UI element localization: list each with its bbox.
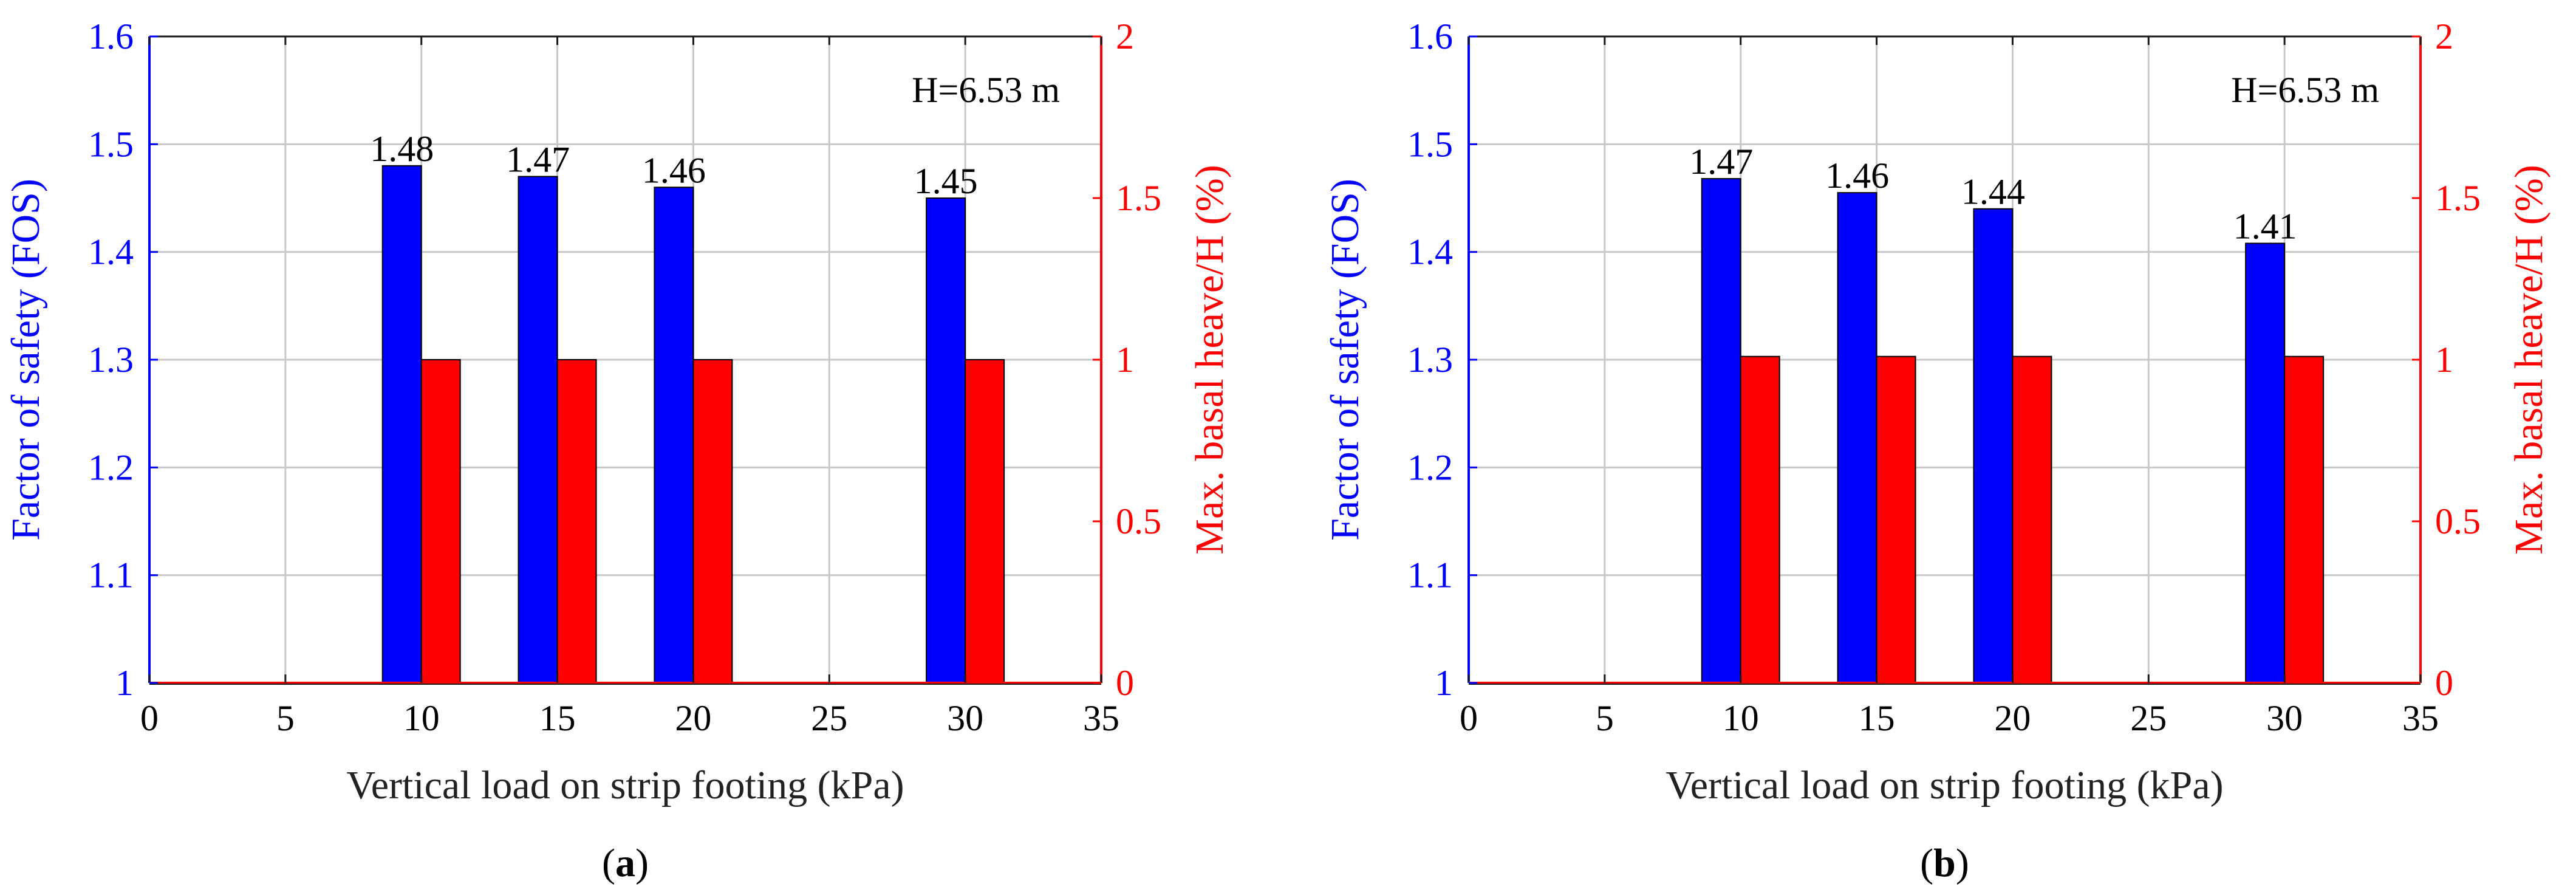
panel-label: (a)	[602, 841, 649, 885]
x-tick-label: 10	[403, 698, 440, 738]
y-left-tick-label: 1.6	[1407, 16, 1453, 57]
panel-label-close-paren: )	[635, 841, 649, 885]
fos-bar	[1837, 192, 1877, 684]
y-left-tick-label: 1.1	[88, 555, 134, 595]
y-left-tick-label: 1.6	[88, 16, 134, 57]
y-right-tick-label: 0.5	[2435, 501, 2481, 541]
y-left-tick-label: 1.2	[1407, 447, 1453, 487]
y-left-tick-label: 1.3	[88, 340, 134, 380]
y-right-tick-label: 0.5	[1116, 501, 1161, 541]
y-right-tick-label: 0	[2435, 663, 2453, 703]
y-right-tick-label: 1.5	[1116, 178, 1161, 218]
x-axis-label: Vertical load on strip footing (kPa)	[1666, 763, 2223, 808]
y-left-axis-label: Factor of safety (FOS)	[4, 179, 48, 541]
y-left-tick-label: 1.3	[1407, 340, 1453, 380]
y-right-axis-label: Max. basal heave/H (%)	[1187, 165, 1232, 554]
fos-data-label: 1.41	[2233, 206, 2297, 246]
height-annotation: H=6.53 m	[912, 70, 1060, 110]
x-tick-label: 10	[1723, 698, 1759, 738]
x-tick-label: 0	[140, 698, 159, 738]
x-tick-label: 0	[1460, 698, 1478, 738]
heave-bar	[1876, 355, 1916, 684]
y-left-tick-label: 1	[115, 663, 134, 703]
heave-bar	[1740, 355, 1780, 684]
y-left-tick-label: 1.5	[1407, 124, 1453, 164]
y-left-tick-label: 1.5	[88, 124, 134, 164]
fos-bar	[926, 197, 966, 684]
panel-label-open-paren: (	[602, 841, 615, 885]
x-tick-label: 30	[947, 698, 983, 738]
y-right-tick-label: 2	[1116, 16, 1134, 57]
fos-bar	[1701, 178, 1741, 684]
height-annotation: H=6.53 m	[2231, 70, 2379, 110]
y-right-axis-label: Max. basal heave/H (%)	[2507, 165, 2551, 554]
heave-bar	[965, 359, 1005, 684]
panel-label-letter: a	[615, 841, 635, 885]
y-left-axis-label: Factor of safety (FOS)	[1323, 179, 1367, 541]
y-left-tick-label: 1.4	[1407, 232, 1453, 272]
fos-bar	[381, 165, 422, 684]
y-left-tick-label: 1.1	[1407, 555, 1453, 595]
fos-data-label: 1.46	[642, 150, 706, 190]
heave-bar	[2012, 355, 2052, 684]
panel-label: (b)	[1920, 841, 1969, 885]
x-tick-label: 25	[2130, 698, 2167, 738]
fos-data-label: 1.44	[1961, 172, 2025, 212]
chart-panel-b: 1.47 1.46 1.441.410 5 10 15 20 25 30 3511.11.21.3…	[1323, 16, 2551, 885]
x-tick-label: 35	[1083, 698, 1119, 738]
heave-bar	[420, 359, 461, 684]
heave-bar	[2284, 355, 2325, 684]
fos-data-label: 1.48	[370, 129, 434, 169]
fos-bar	[518, 176, 558, 684]
fos-data-label: 1.46	[1825, 156, 1889, 196]
y-left-tick-label: 1	[1435, 663, 1453, 703]
panel-label-letter: b	[1933, 841, 1956, 885]
x-tick-label: 5	[276, 698, 295, 738]
heave-bar	[692, 359, 733, 684]
y-right-tick-label: 1	[1116, 340, 1134, 380]
y-left-tick-label: 1.4	[88, 232, 134, 272]
panel-label-close-paren: )	[1956, 841, 1969, 885]
x-tick-label: 30	[2266, 698, 2303, 738]
y-right-tick-label: 2	[2435, 16, 2453, 57]
panel-label-open-paren: (	[1920, 841, 1933, 885]
x-tick-label: 15	[1859, 698, 1895, 738]
heave-bar	[556, 359, 597, 684]
x-axis-label: Vertical load on strip footing (kPa)	[346, 763, 904, 808]
y-right-tick-label: 0	[1116, 663, 1134, 703]
chart-panel-a: 1.48 1.47 1.46 1.450 5 10 15 20 25 30 3511.11.21.3…	[4, 16, 1232, 885]
fos-data-label: 1.47	[1689, 142, 1753, 182]
x-tick-label: 15	[539, 698, 576, 738]
x-tick-label: 5	[1596, 698, 1614, 738]
x-tick-label: 25	[811, 698, 847, 738]
fos-data-label: 1.47	[506, 140, 570, 180]
fos-data-label: 1.45	[914, 161, 978, 201]
x-tick-label: 20	[1994, 698, 2031, 738]
y-left-tick-label: 1.2	[88, 447, 134, 487]
fos-bar	[2245, 242, 2286, 684]
fos-bar	[654, 187, 694, 684]
fos-bar	[1973, 208, 2014, 684]
y-right-tick-label: 1.5	[2435, 178, 2481, 218]
y-right-tick-label: 1	[2435, 340, 2453, 380]
x-tick-label: 20	[675, 698, 711, 738]
x-tick-label: 35	[2402, 698, 2439, 738]
